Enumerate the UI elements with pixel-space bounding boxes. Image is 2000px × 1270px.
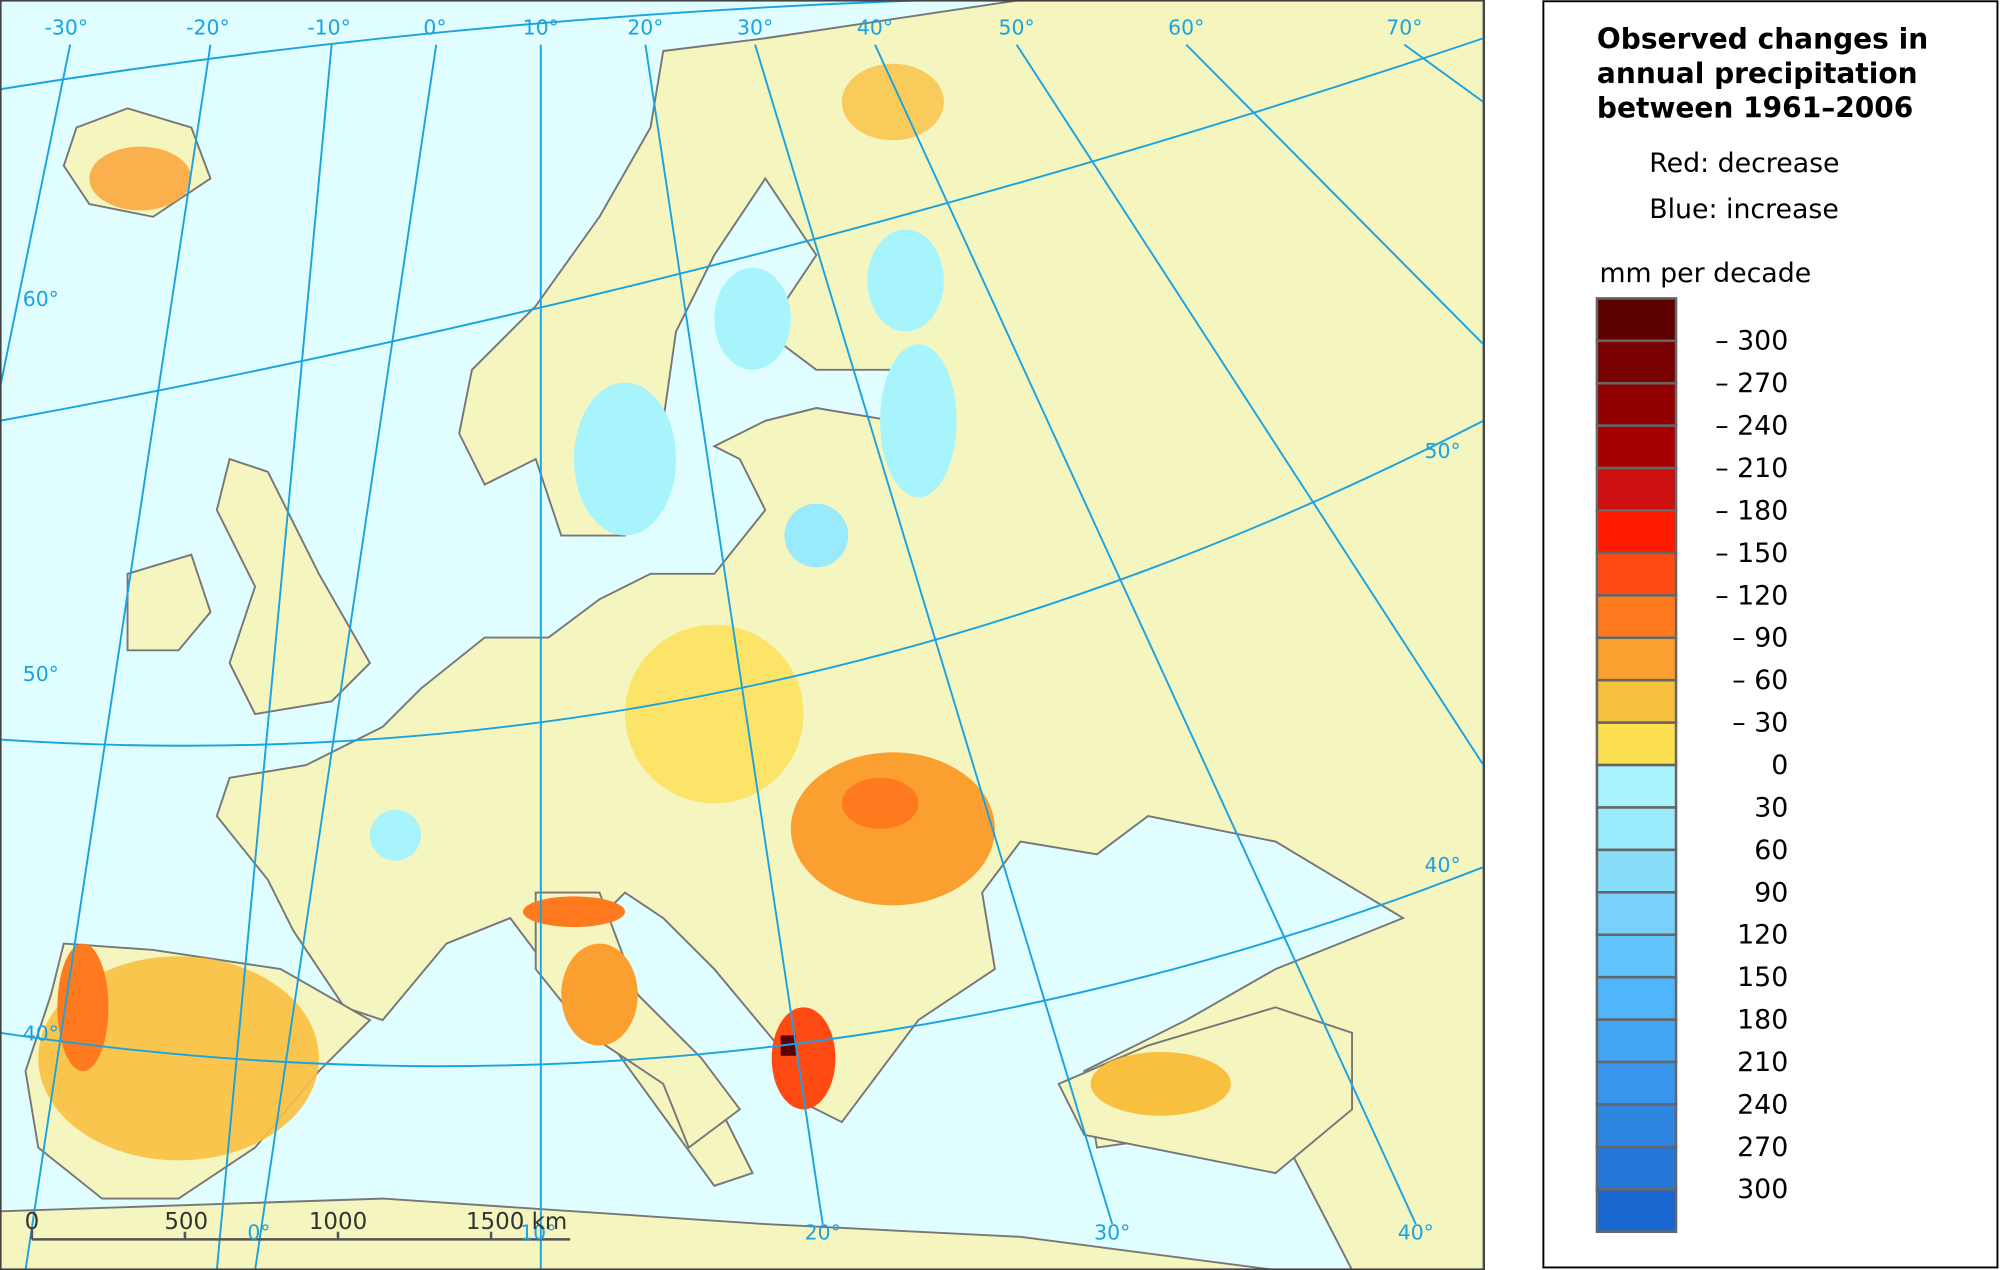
graticule-label: 20° bbox=[627, 15, 663, 39]
graticule-label: 60° bbox=[1168, 15, 1204, 39]
legend-label: 180 bbox=[1737, 1005, 1788, 1036]
africa bbox=[0, 1197, 1276, 1270]
legend-label: 30 bbox=[1754, 792, 1788, 823]
graticule-label: 0° bbox=[247, 1220, 270, 1244]
legend-label: – 210 bbox=[1715, 453, 1788, 484]
graticule-label: -30° bbox=[45, 15, 89, 39]
color-swatch bbox=[1595, 466, 1678, 512]
legend-label: – 150 bbox=[1715, 538, 1788, 569]
color-swatch bbox=[1595, 1103, 1678, 1149]
legend-label: – 120 bbox=[1715, 580, 1788, 611]
graticule-label: 20° bbox=[805, 1220, 841, 1244]
color-swatch bbox=[1595, 806, 1678, 852]
graticule-label: 40° bbox=[1425, 853, 1461, 877]
graticule-label: 10° bbox=[523, 15, 559, 39]
graticule-label: 30° bbox=[1094, 1220, 1130, 1244]
color-swatch bbox=[1595, 594, 1678, 640]
legend-unit: mm per decade bbox=[1599, 258, 1811, 289]
precipitation-patches bbox=[38, 63, 1231, 1161]
color-swatch bbox=[1595, 509, 1678, 555]
legend-label: 0 bbox=[1771, 750, 1788, 781]
color-swatch bbox=[1595, 339, 1678, 385]
graticule-label: 40° bbox=[1398, 1220, 1434, 1244]
legend-label: – 240 bbox=[1715, 411, 1788, 442]
graticule-label: 50° bbox=[999, 15, 1035, 39]
color-swatch bbox=[1595, 848, 1678, 894]
graticule-label: 10° bbox=[520, 1220, 556, 1244]
graticule-label: 50° bbox=[23, 662, 59, 686]
legend-label: 150 bbox=[1737, 962, 1788, 993]
graticule-label: 0° bbox=[423, 15, 446, 39]
legend-note: Red: decrease bbox=[1649, 148, 1839, 179]
scale-bar-label: 1500 km bbox=[466, 1209, 567, 1235]
legend-label: – 270 bbox=[1715, 368, 1788, 399]
graticule-label: 50° bbox=[1425, 439, 1461, 463]
color-swatch bbox=[1595, 721, 1678, 767]
map-frame bbox=[0, 0, 1486, 1270]
legend-title: annual precipitation bbox=[1597, 57, 1918, 90]
color-swatch bbox=[1595, 297, 1678, 343]
color-swatch bbox=[1595, 678, 1678, 724]
legend-label: 120 bbox=[1737, 920, 1788, 951]
graticule bbox=[0, 0, 1485, 1270]
color-swatch bbox=[1595, 763, 1678, 809]
scale-bar bbox=[30, 1229, 571, 1241]
graticule-label: -10° bbox=[307, 15, 351, 39]
graticule-label: 40° bbox=[857, 15, 893, 39]
graticule-label: 40° bbox=[23, 1021, 59, 1045]
legend-label: – 30 bbox=[1732, 708, 1788, 739]
color-swatch bbox=[1595, 1145, 1678, 1191]
legend-label: 240 bbox=[1737, 1089, 1788, 1120]
color-swatch bbox=[1595, 636, 1678, 682]
scale-bar-label: 0 bbox=[25, 1209, 40, 1235]
legend-label: – 60 bbox=[1732, 665, 1788, 696]
legend-label: – 300 bbox=[1715, 326, 1788, 357]
color-swatch bbox=[1595, 1188, 1678, 1234]
color-swatch bbox=[1595, 1018, 1678, 1064]
legend-label: – 180 bbox=[1715, 495, 1788, 526]
legend-label: – 90 bbox=[1732, 623, 1788, 654]
graticule-label: 60° bbox=[23, 287, 59, 311]
legend-label: 90 bbox=[1754, 877, 1788, 908]
scale-bar-label: 1000 bbox=[309, 1209, 367, 1235]
color-swatch bbox=[1595, 381, 1678, 427]
legend-label: 270 bbox=[1737, 1132, 1788, 1163]
color-swatch bbox=[1595, 424, 1678, 470]
legend-title: Observed changes in bbox=[1597, 22, 1928, 55]
color-swatch bbox=[1595, 933, 1678, 979]
color-swatch bbox=[1595, 975, 1678, 1021]
color-swatch bbox=[1595, 1060, 1678, 1106]
color-swatch bbox=[1595, 891, 1678, 937]
graticule-label: 30° bbox=[737, 15, 773, 39]
scale-bar-label: 500 bbox=[164, 1209, 208, 1235]
legend-note: Blue: increase bbox=[1649, 194, 1839, 225]
legend-label: 300 bbox=[1737, 1174, 1788, 1205]
legend-title: between 1961–2006 bbox=[1597, 91, 1913, 124]
map: -30° -20° -10° 0° 10° 20° 30° 40° 50° 60° 70° 60° 50… bbox=[0, 0, 1486, 1270]
graticule-label: -20° bbox=[186, 15, 230, 39]
color-swatch bbox=[1595, 551, 1678, 597]
great-britain bbox=[215, 457, 372, 716]
graticule-label: 70° bbox=[1386, 15, 1422, 39]
legend-label: 60 bbox=[1754, 835, 1788, 866]
legend-label: 210 bbox=[1737, 1047, 1788, 1078]
ireland bbox=[126, 553, 212, 652]
